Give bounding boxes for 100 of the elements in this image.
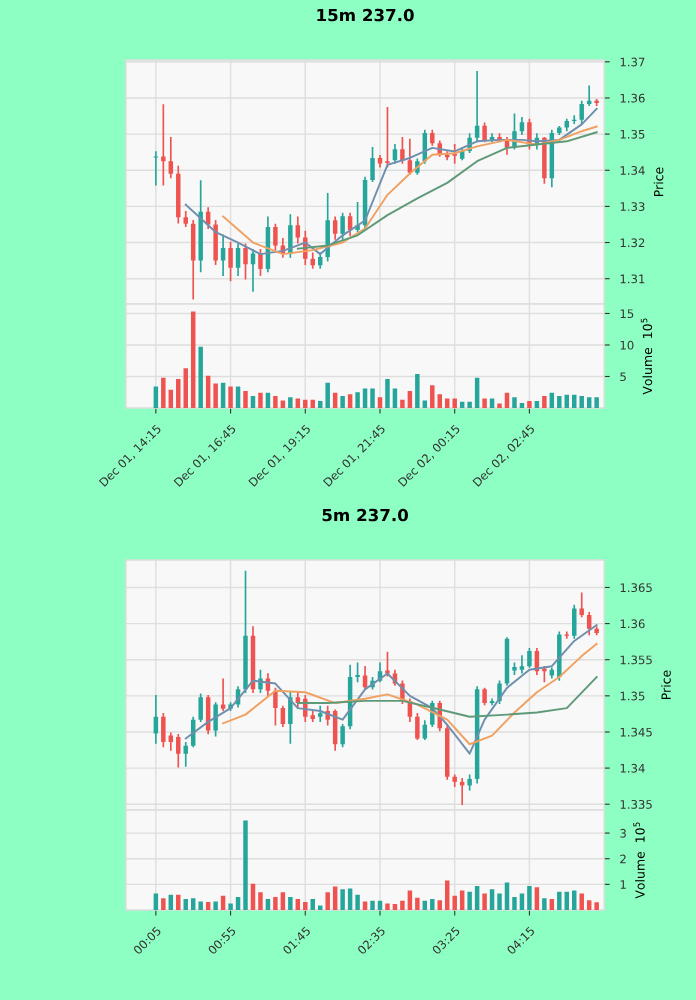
- candlestick: [557, 631, 562, 681]
- bar: [594, 902, 599, 910]
- bar: [273, 396, 278, 408]
- candlestick: [579, 592, 584, 618]
- line-series: [184, 624, 598, 755]
- candlestick: [273, 687, 278, 726]
- bar: [243, 820, 248, 910]
- candlestick: [332, 216, 338, 240]
- bar: [288, 397, 293, 408]
- candlestick: [280, 705, 286, 728]
- candlestick: [504, 637, 510, 686]
- candlestick: [235, 243, 241, 276]
- candlestick: [220, 234, 226, 276]
- bar: [161, 377, 166, 408]
- bar: [198, 901, 203, 910]
- candlestick: [340, 723, 345, 748]
- bar: [258, 892, 263, 910]
- candlestick: [161, 713, 166, 748]
- bar: [579, 893, 584, 910]
- chart-title: 15m 237.0: [317, 8, 414, 22]
- bar: [579, 396, 584, 408]
- candlestick: [325, 192, 330, 262]
- candlestick: [250, 248, 256, 292]
- candlestick: [415, 713, 420, 741]
- bar: [258, 392, 263, 408]
- bar: [340, 889, 345, 910]
- bar: [489, 889, 495, 910]
- candlestick: [161, 104, 166, 186]
- bar: [415, 373, 420, 408]
- candlestick: [392, 144, 398, 164]
- bar: [280, 400, 286, 408]
- bar: [213, 901, 218, 910]
- bar: [385, 379, 390, 408]
- bar: [527, 885, 532, 910]
- bar: [362, 388, 368, 408]
- bar: [273, 896, 278, 910]
- bar: [482, 398, 487, 408]
- line-series: [296, 676, 598, 718]
- bar: [228, 386, 233, 408]
- bar: [482, 893, 487, 910]
- bar: [377, 397, 383, 408]
- candlestick: [168, 136, 174, 179]
- candlestick: [258, 248, 263, 276]
- candlestick: [243, 243, 248, 280]
- bar: [430, 898, 435, 910]
- bar: [265, 898, 271, 910]
- bar: [534, 401, 540, 408]
- bar: [594, 397, 599, 408]
- bar: [228, 903, 233, 910]
- bar: [176, 894, 181, 910]
- candlestick: [370, 147, 375, 182]
- bar: [370, 388, 375, 408]
- candlestick: [176, 165, 181, 224]
- bar: [355, 894, 360, 910]
- bar: [452, 398, 457, 408]
- candlestick: [340, 212, 345, 240]
- bar: [534, 887, 540, 910]
- bar: [467, 891, 472, 910]
- bar: [586, 900, 592, 910]
- bar: [549, 898, 555, 910]
- bar: [190, 898, 196, 910]
- candlestick: [213, 702, 218, 737]
- bar: [557, 891, 562, 910]
- line-series: [222, 642, 598, 746]
- bar: [527, 401, 532, 408]
- bar: [325, 382, 330, 408]
- bar: [347, 888, 353, 910]
- bar: [332, 886, 338, 910]
- bar: [198, 346, 203, 408]
- bar: [542, 898, 547, 910]
- candlestick: [190, 220, 196, 300]
- candlestick: [288, 691, 293, 744]
- bar: [340, 396, 345, 408]
- candlestick: [579, 100, 584, 125]
- bar: [213, 383, 218, 408]
- candlestick: [355, 662, 360, 683]
- bar: [325, 892, 330, 910]
- chart-title: 5m 237.0: [322, 508, 408, 522]
- bar: [183, 898, 188, 910]
- bar: [557, 396, 562, 408]
- bar: [512, 397, 517, 408]
- bar: [355, 392, 360, 408]
- bar: [303, 399, 308, 408]
- candlestick: [288, 214, 293, 258]
- bar: [385, 903, 390, 910]
- candlestick: [400, 136, 405, 164]
- candlestick: [564, 631, 570, 639]
- candlestick: [474, 71, 480, 143]
- bar: [161, 898, 166, 910]
- bar: [392, 904, 398, 910]
- bar: [542, 396, 547, 408]
- candlestick: [228, 241, 233, 282]
- candlestick: [572, 604, 577, 639]
- candlestick: [213, 220, 218, 266]
- bar: [288, 896, 293, 910]
- candlestick: [519, 655, 525, 674]
- candlestick: [198, 693, 203, 722]
- bar: [586, 397, 592, 408]
- candlestick: [385, 106, 390, 168]
- bar: [400, 399, 405, 408]
